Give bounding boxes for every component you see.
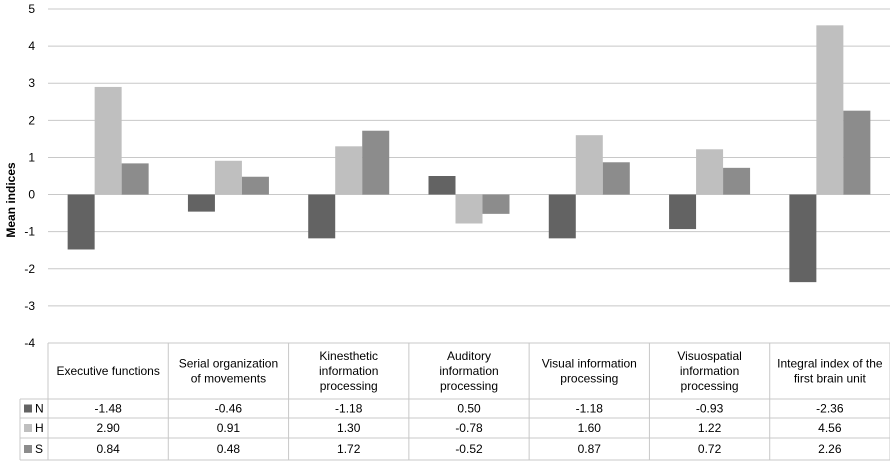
- y-tick-label: 2: [28, 113, 35, 127]
- y-tick-label: 3: [28, 76, 35, 90]
- data-label: 1.72: [337, 442, 361, 456]
- legend-key-s: [24, 445, 32, 453]
- bar-n: [548, 194, 576, 239]
- bar-n: [187, 194, 215, 212]
- data-table: Executive functions Serial organization of…: [19, 343, 890, 461]
- y-tick-label: 1: [28, 150, 35, 164]
- y-axis-ticks: 5 4 3 2 1 0 -1 -2 -3 -4: [24, 2, 35, 350]
- y-tick-label: -4: [24, 336, 35, 350]
- bar-n: [67, 194, 95, 250]
- legend-label-n: N: [35, 402, 44, 416]
- y-axis-label: Mean indices: [4, 162, 18, 238]
- y-tick-label: -3: [24, 299, 35, 313]
- bar-n: [669, 194, 697, 230]
- data-label: -2.36: [816, 402, 844, 416]
- bar-h: [816, 25, 844, 195]
- y-tick-label: 5: [28, 2, 35, 16]
- bar-s: [241, 176, 269, 195]
- bar-s: [362, 130, 390, 195]
- category-label: Integral index of the first brain unit: [777, 357, 883, 386]
- data-label: 1.30: [337, 421, 361, 435]
- data-label: 2.90: [96, 421, 120, 435]
- data-label: 4.56: [818, 421, 842, 435]
- category-label: Visuospatial information processing: [677, 349, 742, 393]
- gridlines: [48, 8, 890, 344]
- data-label: 0.72: [698, 442, 722, 456]
- bar-s: [843, 110, 871, 195]
- bars: [67, 25, 871, 283]
- category-label: Kinesthetic information processing: [319, 349, 378, 393]
- data-label: -0.52: [455, 442, 483, 456]
- data-label: 1.22: [698, 421, 722, 435]
- bar-n: [428, 176, 456, 195]
- data-label: 0.84: [96, 442, 120, 456]
- bar-h: [575, 135, 603, 195]
- data-label: -0.93: [696, 402, 724, 416]
- category-label: Auditory information processing: [439, 349, 498, 393]
- bar-h: [214, 160, 242, 195]
- data-label: 0.87: [578, 442, 602, 456]
- legend-label-h: H: [35, 421, 44, 435]
- bar-n: [789, 194, 817, 283]
- bar-n: [308, 194, 336, 239]
- legend-key-h: [24, 424, 32, 432]
- data-label: 0.50: [457, 402, 481, 416]
- bar-s: [723, 167, 751, 195]
- y-tick-label: 4: [28, 39, 35, 53]
- bar-s: [602, 162, 630, 195]
- data-label: -0.46: [215, 402, 243, 416]
- legend-key-n: [24, 404, 32, 413]
- y-tick-label: 0: [28, 188, 35, 202]
- category-label: Serial organization of movements: [179, 357, 278, 386]
- legend-label-s: S: [35, 442, 43, 456]
- bar-s: [121, 163, 149, 195]
- y-tick-label: -2: [24, 262, 35, 276]
- data-label: -1.18: [335, 402, 363, 416]
- bar-s: [482, 194, 510, 214]
- y-tick-label: -1: [24, 225, 35, 239]
- bar-h: [696, 149, 724, 195]
- bar-h: [335, 146, 363, 195]
- data-label: 1.60: [578, 421, 602, 435]
- category-label: Executive functions: [56, 364, 159, 378]
- data-label: -1.18: [576, 402, 604, 416]
- data-label: -0.78: [455, 421, 483, 435]
- data-label: 0.48: [217, 442, 241, 456]
- data-label: 2.26: [818, 442, 842, 456]
- data-label: 0.91: [217, 421, 241, 435]
- data-label: -1.48: [94, 402, 122, 416]
- category-label: Visual information processing: [542, 357, 637, 386]
- bar-h: [455, 194, 483, 224]
- bar-h: [94, 86, 122, 195]
